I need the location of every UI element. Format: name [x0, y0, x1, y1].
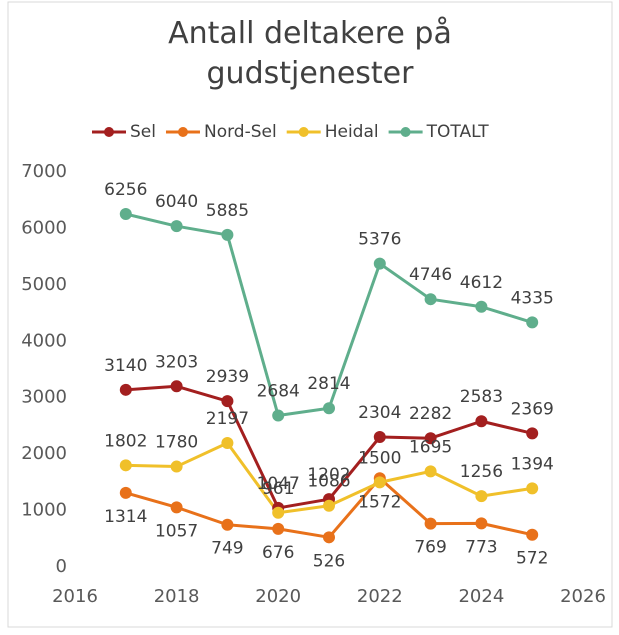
data-label: 769 [414, 538, 446, 558]
data-label: 1202 [307, 465, 350, 485]
data-label: 1057 [155, 521, 198, 541]
y-tick-label: 6000 [21, 217, 67, 238]
data-label: 2814 [307, 374, 350, 394]
legend-marker [104, 127, 114, 137]
y-tick-label: 2000 [21, 443, 67, 464]
data-point [424, 293, 437, 306]
chart-title: Antall deltakere på gudstjenester [168, 16, 452, 91]
legend-marker [400, 127, 411, 137]
data-label: 1695 [409, 437, 452, 457]
data-point [221, 518, 234, 531]
data-point [170, 460, 183, 473]
data-point [373, 430, 386, 443]
data-label: 4335 [511, 288, 554, 308]
data-point [170, 501, 183, 514]
y-tick-label: 1000 [21, 500, 67, 521]
data-label: 2304 [358, 403, 401, 423]
data-point [526, 427, 539, 440]
data-label: 1802 [104, 431, 147, 451]
y-tick-label: 7000 [21, 161, 67, 182]
data-point [424, 432, 437, 445]
legend-label: TOTALT [426, 122, 490, 142]
x-tick-label: 2016 [52, 586, 98, 607]
data-label: 2939 [206, 367, 249, 387]
data-point [221, 228, 234, 241]
data-label: 4746 [409, 265, 452, 285]
y-tick-label: 5000 [21, 274, 67, 295]
data-point [526, 316, 539, 329]
data-point [475, 415, 488, 428]
data-label: 6256 [104, 180, 147, 200]
data-label: 961 [262, 479, 294, 499]
x-tick-label: 2022 [357, 586, 403, 607]
data-point [475, 300, 488, 313]
data-label: 1500 [358, 448, 401, 468]
data-point [323, 531, 335, 544]
data-point [170, 380, 183, 393]
x-tick-label: 2020 [255, 586, 301, 607]
x-tick-label: 2026 [560, 586, 606, 607]
data-point [119, 459, 132, 472]
data-point [526, 528, 539, 541]
data-point [119, 383, 132, 396]
data-label: 1314 [104, 507, 147, 527]
data-label: 1394 [511, 454, 554, 474]
y-tick-label: 3000 [21, 387, 67, 408]
data-label: 773 [465, 537, 497, 557]
data-label: 1086 [307, 472, 350, 492]
data-label: 3203 [155, 352, 198, 372]
data-point [221, 437, 234, 450]
data-point [221, 395, 234, 408]
data-label: 1047 [257, 474, 300, 494]
data-point [170, 220, 183, 233]
data-point [119, 486, 132, 499]
data-point [475, 517, 488, 530]
y-tick-label: 4000 [21, 330, 67, 351]
data-label: 2282 [409, 404, 452, 424]
data-label: 1572 [358, 492, 401, 512]
data-label: 5376 [358, 230, 401, 250]
data-label: 1780 [155, 433, 198, 453]
data-label: 2684 [257, 382, 300, 402]
data-point [424, 517, 437, 530]
data-point [323, 402, 335, 415]
data-point [272, 522, 285, 535]
data-label: 2197 [206, 409, 249, 429]
data-label: 2369 [511, 399, 554, 419]
data-point [272, 506, 285, 519]
legend-marker [177, 127, 188, 137]
data-label: 5885 [206, 201, 249, 221]
legend-marker [298, 127, 309, 137]
data-point [475, 490, 488, 503]
data-label: 3140 [104, 356, 147, 376]
data-point [323, 499, 335, 512]
data-point [119, 207, 132, 220]
data-point [272, 409, 285, 422]
y-tick-label: 0 [56, 556, 67, 577]
legend-label: Nord-Sel [204, 122, 277, 142]
data-point [526, 482, 539, 495]
data-label: 572 [516, 549, 548, 569]
x-tick-label: 2018 [154, 586, 200, 607]
data-point [424, 465, 437, 478]
chart-frame [7, 1, 613, 628]
legend-label: Heidal [325, 122, 379, 142]
data-label: 526 [313, 551, 345, 571]
data-point [373, 476, 386, 489]
data-label: 1256 [460, 462, 503, 482]
data-label: 4612 [460, 273, 503, 293]
data-label: 6040 [155, 192, 198, 212]
data-label: 749 [211, 539, 243, 559]
data-point [373, 257, 386, 270]
data-label: 2583 [460, 387, 503, 407]
data-label: 676 [262, 543, 294, 563]
x-tick-label: 2024 [458, 586, 504, 607]
legend-label: Sel [130, 122, 156, 142]
